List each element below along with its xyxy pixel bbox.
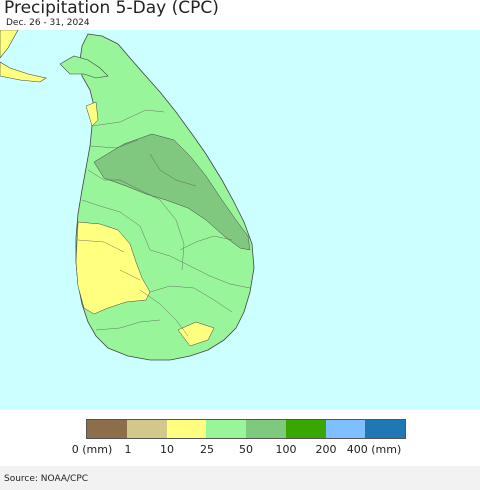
precipitation-map — [0, 30, 480, 410]
legend-label: 25 — [200, 443, 214, 456]
heavy-rain-zone — [93, 133, 251, 251]
legend-swatch-5 — [285, 420, 326, 438]
legend-swatch-6 — [325, 420, 366, 438]
source-credit: Source: NOAA/CPC — [4, 474, 89, 484]
legend-label: 200 — [315, 443, 337, 456]
legend-swatch-7 — [365, 420, 405, 438]
legend-label: 0 (mm) — [71, 443, 113, 456]
india-coast — [0, 30, 19, 59]
date-range: Dec. 26 - 31, 2024 — [6, 18, 90, 28]
district-borders — [77, 109, 251, 337]
legend-label: 50 — [239, 443, 253, 456]
jaffna-peninsula — [59, 55, 109, 79]
legend-label: 400 (mm) — [346, 443, 402, 456]
legend-label: 10 — [160, 443, 174, 456]
legend-labels: 0 (mm) 1 10 25 50 100 200 400 (mm) — [0, 443, 480, 457]
page-title: Precipitation 5-Day (CPC) — [4, 0, 219, 18]
legend-label: 100 — [275, 443, 297, 456]
india-coast-strip — [0, 61, 47, 83]
legend-swatch-1 — [126, 420, 167, 438]
legend-swatch-3 — [206, 420, 246, 438]
footer: Source: NOAA/CPC — [0, 466, 480, 490]
legend-colorbar — [86, 419, 406, 439]
light-rain-southeast — [177, 321, 215, 347]
light-rain-west — [75, 221, 151, 315]
legend-swatch-2 — [166, 420, 207, 438]
legend-label: 1 — [124, 443, 132, 456]
legend-swatch-4 — [246, 420, 286, 438]
legend-swatch-0 — [87, 420, 127, 438]
light-rain-northwest — [85, 101, 99, 127]
